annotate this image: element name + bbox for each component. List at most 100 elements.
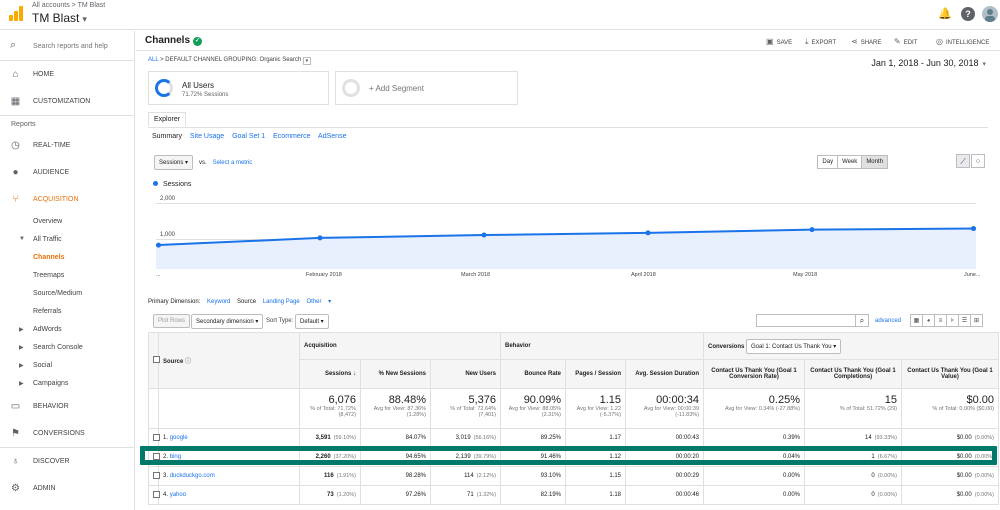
term-cloud-icon[interactable]: ☰ [958,314,971,327]
sidebar-item-campaigns[interactable]: ▶ Campaigns [0,375,134,393]
chevron-down-icon[interactable]: ▾ [302,57,311,65]
col-conv-rate[interactable]: Contact Us Thank You (Goal 1 Conversion … [703,359,805,389]
source-link[interactable]: bing [169,454,182,460]
dimension-keyword-link[interactable]: Keyword [207,299,231,305]
sidebar-item-discover[interactable]: ♁ DISCOVER [0,448,134,475]
sidebar-item-audience[interactable]: ● AUDIENCE [0,159,134,186]
export-button[interactable]: ⤓ EXPORT [805,37,836,47]
new-sessions-cell: 98.28% [360,466,431,486]
sidebar-item-search-console[interactable]: ▶ Search Console [0,339,134,357]
bounce-rate-cell: 93.10% [500,466,566,486]
sidebar-item-conversions[interactable]: ⚑ CONVERSIONS [0,420,134,447]
col-bounce-rate[interactable]: Bounce Rate [500,359,566,389]
interval-month[interactable]: Month [861,155,888,169]
col-pages-session[interactable]: Pages / Session [565,359,626,389]
data-point[interactable] [645,230,651,236]
value-cell: $0.00 (0.00%) [901,485,999,505]
row-checkbox[interactable] [153,433,160,441]
sidebar-item-acquisition[interactable]: ⑂ ACQUISITION [0,186,134,213]
sidebar-item-customization[interactable]: ▦ CUSTOMIZATION [0,88,134,115]
pivot-view-icon[interactable]: ⊞ [970,314,983,327]
bell-icon[interactable]: 🔔 [938,8,952,20]
sidebar-item-realtime[interactable]: ◷ REAL-TIME [0,132,134,159]
sidebar-item-source-medium[interactable]: Source/Medium [0,285,134,303]
sidebar-item-behavior[interactable]: ▭ BEHAVIOR [0,393,134,420]
date-range-picker[interactable]: Jan 1, 2018 - Jun 30, 2018 ▾ [871,58,986,68]
row-checkbox[interactable] [153,490,160,498]
subtab-summary[interactable]: Summary [152,133,182,140]
source-link[interactable]: duckduckgo.com [169,473,215,479]
new-users-cell: 2,139 (39.79%) [430,447,501,467]
sidebar-item-channels[interactable]: Channels [0,249,134,267]
col-new-users[interactable]: New Users [430,359,501,389]
sidebar-item-referrals[interactable]: Referrals [0,303,134,321]
subtab-ecommerce[interactable]: Ecommerce [273,133,311,140]
tab-explorer[interactable]: Explorer [148,112,187,126]
select-all-checkbox[interactable] [153,356,160,363]
col-completions[interactable]: Contact Us Thank You (Goal 1 Completions… [804,359,902,389]
data-point[interactable] [971,226,976,232]
table-search-input[interactable] [756,314,856,327]
advanced-filter-link[interactable]: advanced [875,318,902,324]
col-avg-duration[interactable]: Avg. Session Duration [625,359,704,389]
dimension-other-dropdown[interactable]: Other ▾ [306,299,332,305]
chart-legend: Sessions [153,181,191,188]
source-link[interactable]: yahoo [169,492,187,498]
metric-dropdown[interactable]: Sessions ▾ [154,155,194,170]
dimension-landing-page-link[interactable]: Landing Page [262,299,300,305]
empty-cell [158,388,300,429]
divider [0,447,134,448]
row-checkbox[interactable] [153,471,160,479]
sidebar-item-adwords[interactable]: ▶ AdWords [0,321,134,339]
interval-week[interactable]: Week [837,155,863,169]
bounce-rate-cell: 82.19% [500,485,566,505]
col-sessions[interactable]: Sessions ↓ [299,359,361,389]
sidebar-item-overview[interactable]: Overview [0,213,134,231]
sort-type-dropdown[interactable]: Default ▾ [295,314,329,329]
sidebar-item-home[interactable]: ⌂ HOME [0,61,134,88]
select-metric-link[interactable]: Select a metric [212,160,253,166]
source-link[interactable]: google [169,435,188,441]
divider [0,115,134,116]
add-segment-button[interactable]: + Add Segment [335,71,518,105]
sidebar-item-social[interactable]: ▶ Social [0,357,134,375]
subtab-adsense[interactable]: AdSense [318,133,347,140]
motion-chart-icon[interactable]: ⁘ [971,154,985,168]
segment-all-users[interactable]: All Users 71.72% Sessions [148,71,329,105]
data-point[interactable] [317,235,323,241]
sidebar-item-treemaps[interactable]: Treemaps [0,267,134,285]
triangle-right-icon: ▶ [19,327,24,333]
edit-button[interactable]: ✎ EDIT [894,37,917,46]
breadcrumb: ALL > DEFAULT CHANNEL GROUPING: Organic … [148,57,311,65]
col-new-sessions[interactable]: % New Sessions [360,359,431,389]
subtab-goal-set-1[interactable]: Goal Set 1 [232,133,266,140]
intelligence-button[interactable]: ◎ INTELLIGENCE [936,37,989,46]
subtab-site-usage[interactable]: Site Usage [189,133,225,140]
avatar[interactable] [982,6,998,22]
group-conversions: Conversions Goal 1: Contact Us Thank You… [703,332,999,360]
col-value[interactable]: Contact Us Thank You (Goal 1 Value) [901,359,999,389]
help-icon[interactable]: ? [961,7,975,21]
analytics-logo-icon[interactable] [9,6,23,21]
data-point[interactable] [156,242,161,248]
report-header: Channels ✓ ▣ SAVE ⤓ EXPORT ⋖ SHARE ✎ EDIT ◎ IN… [136,31,1000,51]
account-breadcrumb[interactable]: All accounts > TM Blast [32,2,106,9]
share-button[interactable]: ⋖ SHARE [851,37,881,46]
sidebar-search[interactable]: ⌕ Search reports and help [0,31,134,61]
secondary-dimension-dropdown[interactable]: Secondary dimension ▾ [191,314,264,329]
goal-selector-dropdown[interactable]: Goal 1: Contact Us Thank You ▾ [746,338,842,354]
breadcrumb-all-link[interactable]: ALL [148,57,159,63]
search-icon[interactable]: ⌕ [855,314,869,327]
sidebar-item-all-traffic[interactable]: ▼ All Traffic [0,231,134,249]
cell-value: 0 [871,492,875,498]
interval-day[interactable]: Day [817,155,839,169]
plot-rows-button[interactable]: Plot Rows [153,314,191,328]
data-point[interactable] [481,232,487,238]
account-selector[interactable]: TM Blast ▾ [32,11,87,25]
line-chart-icon[interactable]: ⟋ [956,154,970,168]
col-source[interactable]: Source ⓘ [158,332,300,389]
data-point[interactable] [809,227,815,233]
sidebar-item-admin[interactable]: ⚙ ADMIN [0,475,134,502]
row-checkbox[interactable] [153,452,160,460]
save-button[interactable]: ▣ SAVE [766,37,792,46]
